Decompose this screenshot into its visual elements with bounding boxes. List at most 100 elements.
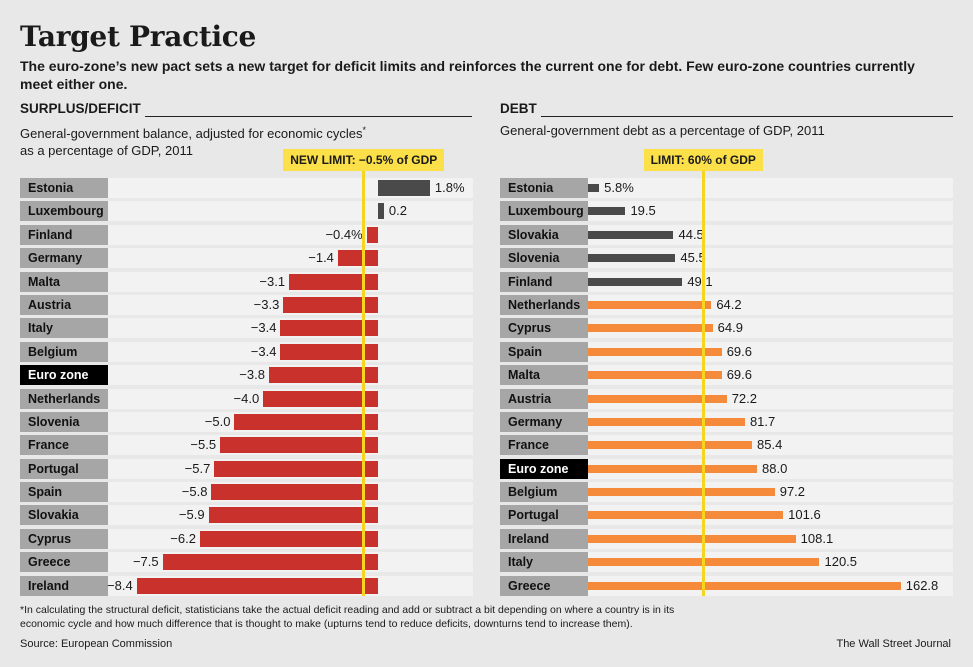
category-label: Malta — [500, 365, 588, 386]
value-label: −4.0 — [233, 390, 260, 406]
debt-row: Netherlands 64.2 — [500, 294, 953, 317]
debt-bar — [588, 230, 674, 239]
debt-row: Portugal 101.6 — [500, 504, 953, 527]
value-label: −8.4 — [107, 577, 133, 593]
debt-row: Austria 72.2 — [500, 388, 953, 411]
category-label: Netherlands — [20, 388, 108, 409]
value-label: 162.8 — [905, 577, 939, 593]
deficit-row: Spain −5.8 — [20, 481, 473, 504]
debt-row-band — [588, 248, 953, 269]
value-label: −3.1 — [259, 273, 286, 289]
deficit-row: Luxembourg 0.2 — [20, 200, 473, 223]
debt-bar — [588, 488, 775, 497]
value-label: −0.4% — [325, 226, 363, 242]
debt-bar — [588, 371, 722, 380]
value-label: 108.1 — [800, 530, 834, 546]
deficit-row: Malta −3.1 — [20, 271, 473, 294]
value-label: 81.7 — [749, 413, 776, 429]
deficit-row: Germany −1.4 — [20, 247, 473, 270]
deficit-desc-line1: General-government balance, adjusted for… — [20, 126, 363, 142]
deficit-row: France −5.5 — [20, 434, 473, 457]
category-label: Belgium — [500, 482, 588, 503]
debt-row-band — [588, 388, 953, 409]
debt-row: Luxembourg 19.5 — [500, 200, 953, 223]
category-label: France — [500, 435, 588, 456]
value-label: 69.6 — [726, 367, 753, 383]
category-label: Finland — [20, 224, 108, 245]
category-label: Ireland — [500, 528, 588, 549]
category-label: Slovenia — [20, 411, 108, 432]
category-label: Luxembourg — [20, 201, 108, 222]
deficit-limit-line — [362, 170, 366, 596]
debt-bar — [588, 347, 722, 356]
category-label: Slovenia — [500, 248, 588, 269]
debt-row: France 85.4 — [500, 434, 953, 457]
deficit-bar — [263, 390, 379, 407]
debt-row: Slovakia 44.5 — [500, 224, 953, 247]
debt-row: Finland 49.1 — [500, 271, 953, 294]
value-label: 1.8% — [434, 180, 465, 195]
category-label: Greece — [500, 575, 588, 596]
debt-bar — [588, 534, 796, 543]
deficit-bar — [378, 180, 430, 196]
category-label: Estonia — [20, 178, 108, 198]
deficit-row: Finland −0.4% — [20, 224, 473, 247]
debt-bar — [588, 207, 626, 216]
debt-bar — [588, 184, 600, 192]
debt-limit-label: LIMIT: 60% of GDP — [643, 149, 763, 171]
deficit-bar — [378, 203, 384, 220]
category-label: Portugal — [20, 458, 108, 479]
value-label: −1.4 — [308, 250, 334, 266]
deficit-bar — [366, 226, 379, 243]
footnote: *In calculating the structural deficit, … — [20, 604, 675, 630]
deficit-bar — [214, 460, 379, 477]
category-label: Finland — [500, 271, 588, 292]
category-label: Slovakia — [500, 224, 588, 245]
value-label: 64.2 — [716, 296, 742, 312]
value-label: −3.3 — [253, 296, 280, 312]
category-label: Slovakia — [20, 505, 108, 526]
deficit-row: Slovakia −5.9 — [20, 504, 473, 527]
debt-row: Spain 69.6 — [500, 341, 953, 364]
source-credit: Source: European Commission — [20, 638, 173, 650]
category-label: Ireland — [20, 575, 108, 596]
debt-bar — [588, 441, 753, 450]
value-label: −5.9 — [178, 507, 205, 523]
debt-row-band — [588, 271, 953, 292]
deficit-description: General-government balance, adjusted for… — [20, 122, 366, 159]
deficit-row-band — [108, 224, 473, 245]
deficit-row: Netherlands −4.0 — [20, 388, 473, 411]
deficit-bar — [211, 484, 379, 501]
deficit-bar — [337, 250, 379, 267]
category-label: Spain — [500, 341, 588, 362]
value-label: −5.8 — [181, 484, 208, 500]
deficit-section-header: SURPLUS/DEFICIT — [20, 101, 472, 117]
value-label: 0.2 — [388, 203, 407, 219]
value-label: −3.4 — [250, 343, 277, 359]
deficit-desc-mark: * — [362, 125, 367, 135]
deficit-bar — [220, 437, 379, 454]
debt-bar — [588, 581, 901, 590]
deficit-row: Italy −3.4 — [20, 317, 473, 340]
debt-row: Greece 162.8 — [500, 575, 953, 598]
debt-bar — [588, 324, 713, 333]
value-label: −5.5 — [190, 437, 217, 453]
chart-title: Target Practice — [20, 20, 257, 53]
deficit-bar — [280, 343, 379, 360]
deficit-bar — [162, 554, 379, 571]
deficit-row-band — [108, 201, 473, 222]
deficit-row: Greece −7.5 — [20, 551, 473, 574]
category-label: Luxembourg — [500, 201, 588, 222]
value-label: 44.5 — [678, 226, 704, 242]
value-label: 85.4 — [757, 437, 783, 453]
category-label: Italy — [20, 318, 108, 339]
debt-row-band — [588, 341, 953, 362]
debt-row: Cyprus 64.9 — [500, 317, 953, 340]
debt-bar — [588, 300, 712, 309]
value-label: 49.1 — [687, 273, 713, 289]
debt-row: Euro zone 88.0 — [500, 458, 953, 481]
category-label: Germany — [500, 411, 588, 432]
debt-row-band — [588, 365, 953, 386]
deficit-row: Austria −3.3 — [20, 294, 473, 317]
debt-row: Italy 120.5 — [500, 551, 953, 574]
